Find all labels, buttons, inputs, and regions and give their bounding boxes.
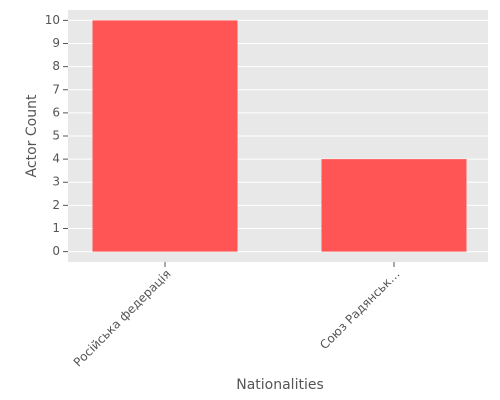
y-tick-label: 6 [52, 105, 60, 119]
y-tick-label: 3 [52, 175, 60, 189]
y-tick-label: 1 [52, 221, 60, 235]
y-tick-label: 2 [52, 198, 60, 212]
y-tick-label: 4 [52, 152, 60, 166]
y-tick-label: 7 [52, 82, 60, 96]
y-axis-title: Actor Count [24, 94, 40, 177]
y-tick-label: 0 [52, 244, 60, 258]
y-tick-label: 10 [45, 13, 60, 27]
bar [321, 159, 467, 252]
x-tick-label: Союз Радянськ… [317, 267, 402, 352]
y-tick-label: 5 [52, 129, 60, 143]
x-tick-label: Російська федерація [71, 267, 174, 370]
y-tick-label: 9 [52, 36, 60, 50]
x-axis-title: Nationalities [236, 377, 324, 393]
y-tick-label: 8 [52, 59, 60, 73]
bar [92, 20, 238, 252]
